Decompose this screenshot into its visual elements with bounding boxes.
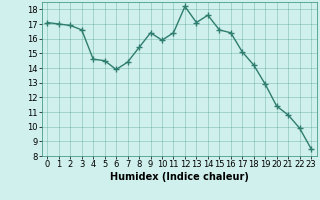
X-axis label: Humidex (Indice chaleur): Humidex (Indice chaleur) bbox=[110, 172, 249, 182]
